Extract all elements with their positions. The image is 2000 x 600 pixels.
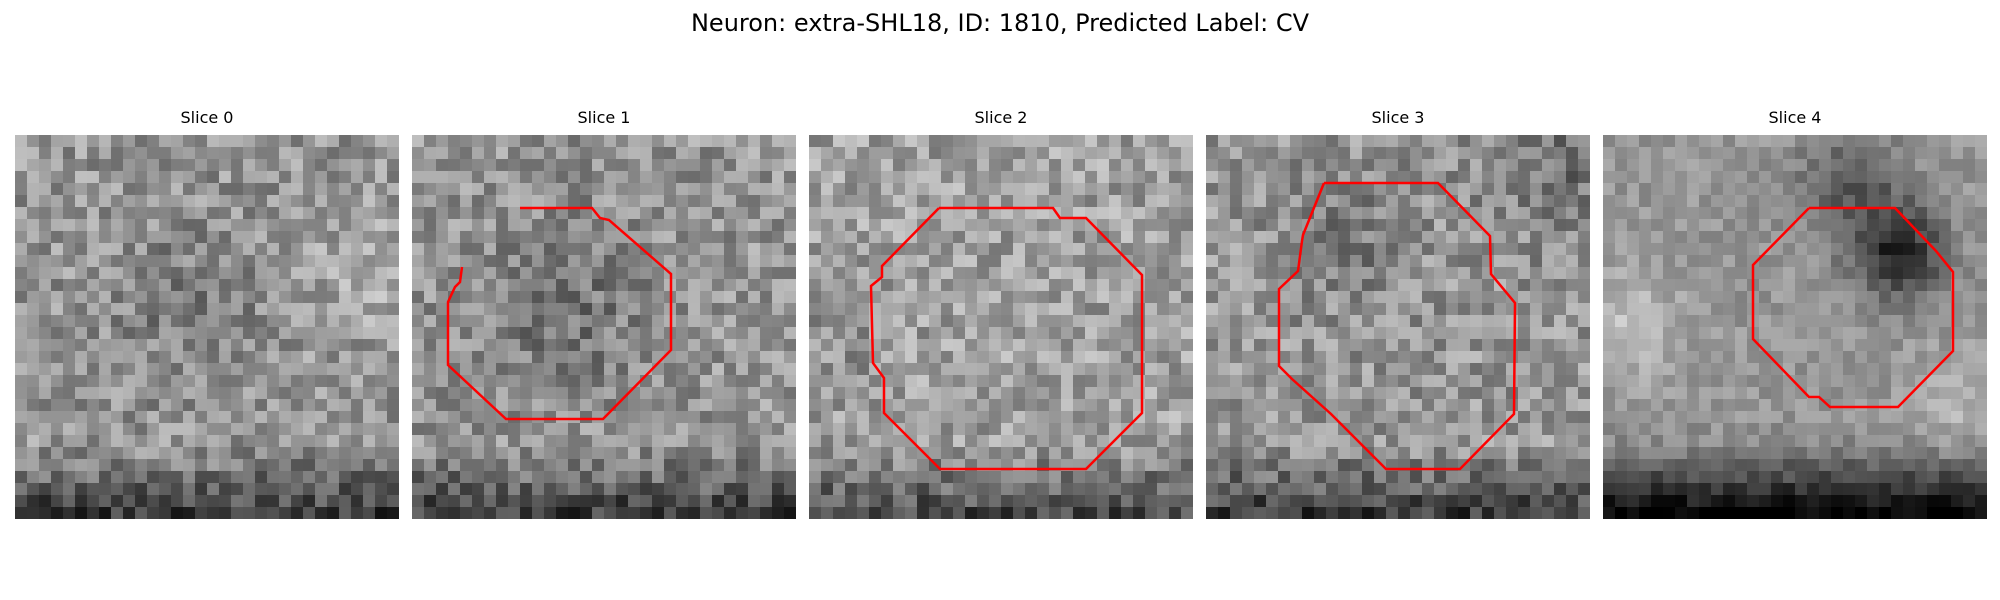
roi-outline-2 [869, 206, 1144, 471]
roi-outline-4 [1751, 206, 1955, 409]
slice-image-3 [1206, 135, 1590, 519]
slice-title-4: Slice 4 [1768, 108, 1822, 127]
slice-panel-2: Slice 2 [809, 108, 1193, 519]
slice-image-0 [15, 135, 399, 519]
roi-outline-1 [446, 206, 673, 421]
slice-image-4 [1603, 135, 1987, 519]
slice-panel-3: Slice 3 [1206, 108, 1590, 519]
slice-title-1: Slice 1 [577, 108, 631, 127]
slice-title-3: Slice 3 [1371, 108, 1425, 127]
figure-title: Neuron: extra-SHL18, ID: 1810, Predicted… [690, 9, 1310, 37]
slice-image-1 [412, 135, 796, 519]
slice-panel-4: Slice 4 [1603, 108, 1987, 519]
slice-panel-1: Slice 1 [412, 108, 796, 519]
slice-title-0: Slice 0 [180, 108, 234, 127]
slice-panel-0: Slice 0 [15, 108, 399, 519]
slice-title-2: Slice 2 [974, 108, 1028, 127]
roi-outline-3 [1277, 181, 1517, 471]
